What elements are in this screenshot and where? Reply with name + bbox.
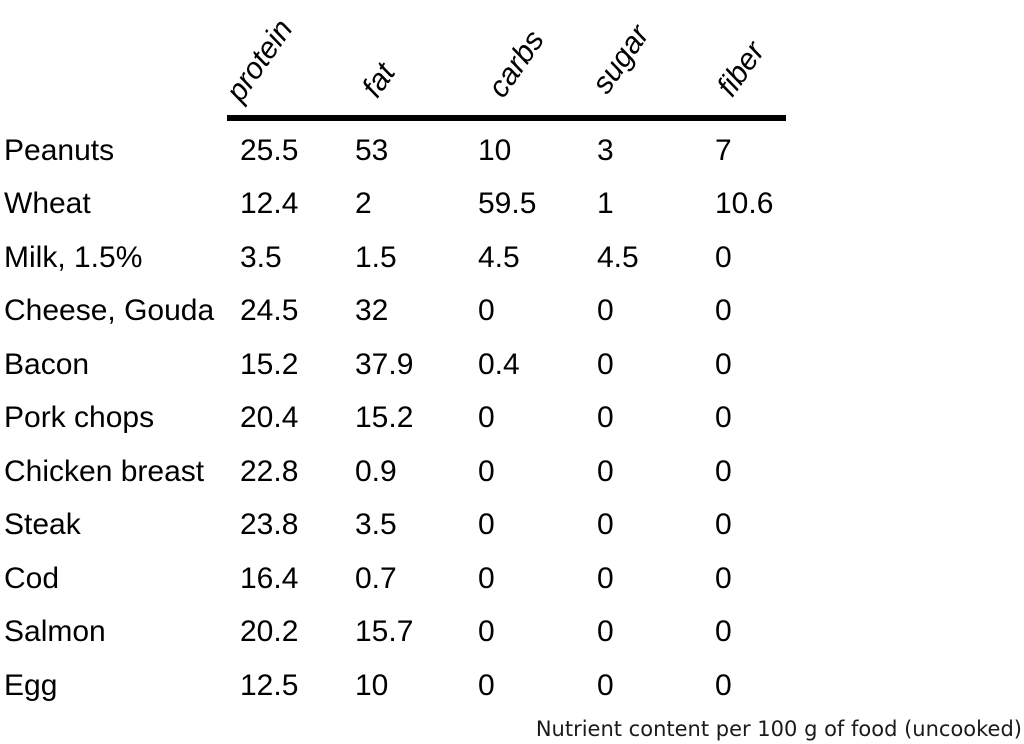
value-cell-fat: 1.5	[355, 240, 397, 274]
value-cell-carbs: 10	[478, 133, 512, 167]
value-cell-carbs: 0	[478, 401, 495, 435]
table-row: Chicken breast 22.8 0.9 0 0 0	[0, 445, 1024, 499]
value-cell-carbs: 0	[478, 454, 495, 488]
food-name-cell: Cheese, Gouda	[4, 294, 215, 328]
value-cell-carbs: 0	[478, 294, 495, 328]
value-cell-protein: 15.2	[240, 347, 299, 381]
table-row: Wheat 12.4 2 59.5 1 10.6	[0, 178, 1024, 232]
food-name-cell: Steak	[4, 508, 81, 542]
value-cell-fiber: 0	[715, 454, 732, 488]
table-row: Pork chops 20.4 15.2 0 0 0	[0, 392, 1024, 446]
value-cell-sugar: 0	[597, 454, 614, 488]
value-cell-fiber: 0	[715, 240, 732, 274]
table-row: Steak 23.8 3.5 0 0 0	[0, 499, 1024, 553]
value-cell-fiber: 7	[715, 133, 732, 167]
food-name-cell: Salmon	[4, 615, 106, 649]
value-cell-sugar: 0	[597, 668, 614, 702]
header-rule	[227, 115, 786, 121]
value-cell-sugar: 0	[597, 615, 614, 649]
value-cell-fat: 3.5	[355, 508, 397, 542]
value-cell-protein: 22.8	[240, 454, 299, 488]
value-cell-sugar: 3	[597, 133, 614, 167]
food-name-cell: Bacon	[4, 347, 90, 381]
table-row: Peanuts 25.5 53 10 3 7	[0, 124, 1024, 178]
value-cell-fiber: 0	[715, 668, 732, 702]
value-cell-fiber: 0	[715, 347, 732, 381]
value-cell-carbs: 4.5	[478, 240, 520, 274]
table-row: Cod 16.4 0.7 0 0 0	[0, 552, 1024, 606]
value-cell-sugar: 0	[597, 561, 614, 595]
value-cell-sugar: 4.5	[597, 240, 639, 274]
value-cell-fiber: 0	[715, 401, 732, 435]
food-name-cell: Chicken breast	[4, 454, 205, 488]
value-cell-fat: 32	[355, 294, 389, 328]
value-cell-fiber: 10.6	[715, 187, 774, 221]
value-cell-sugar: 0	[597, 347, 614, 381]
value-cell-carbs: 59.5	[478, 187, 537, 221]
column-header-fat: fat	[355, 57, 402, 104]
food-name-cell: Egg	[4, 668, 58, 702]
value-cell-fiber: 0	[715, 561, 732, 595]
value-cell-protein: 20.4	[240, 401, 299, 435]
table-row: Egg 12.5 10 0 0 0	[0, 659, 1024, 713]
value-cell-fiber: 0	[715, 615, 732, 649]
value-cell-carbs: 0	[478, 561, 495, 595]
value-cell-sugar: 0	[597, 294, 614, 328]
value-cell-protein: 12.5	[240, 668, 299, 702]
table-header: protein fat carbs sugar fiber	[0, 0, 1024, 121]
value-cell-carbs: 0	[478, 508, 495, 542]
table-body: Peanuts 25.5 53 10 3 7 Wheat 12.4 2 59.5…	[0, 124, 1024, 713]
food-name-cell: Pork chops	[4, 401, 155, 435]
value-cell-fat: 15.2	[355, 401, 414, 435]
value-cell-fat: 15.7	[355, 615, 414, 649]
food-name-cell: Milk, 1.5%	[4, 240, 143, 274]
table-row: Salmon 20.2 15.7 0 0 0	[0, 606, 1024, 660]
table-row: Milk, 1.5% 3.5 1.5 4.5 4.5 0	[0, 231, 1024, 285]
value-cell-sugar: 1	[597, 187, 614, 221]
table-caption: Nutrient content per 100 g of food (unco…	[535, 717, 1022, 741]
value-cell-protein: 24.5	[240, 294, 299, 328]
value-cell-protein: 3.5	[240, 240, 282, 274]
value-cell-protein: 20.2	[240, 615, 299, 649]
value-cell-carbs: 0.4	[478, 347, 520, 381]
column-header-fiber: fiber	[710, 35, 772, 103]
value-cell-protein: 16.4	[240, 561, 299, 595]
value-cell-fiber: 0	[715, 294, 732, 328]
value-cell-protein: 25.5	[240, 133, 299, 167]
value-cell-fat: 2	[355, 187, 372, 221]
food-name-cell: Cod	[4, 561, 60, 595]
value-cell-fiber: 0	[715, 508, 732, 542]
value-cell-carbs: 0	[478, 668, 495, 702]
table-row: Cheese, Gouda 24.5 32 0 0 0	[0, 285, 1024, 339]
value-cell-fat: 37.9	[355, 347, 414, 381]
column-header-carbs: carbs	[481, 24, 551, 104]
value-cell-sugar: 0	[597, 508, 614, 542]
value-cell-fat: 0.7	[355, 561, 397, 595]
column-header-protein: protein	[219, 13, 300, 108]
value-cell-carbs: 0	[478, 615, 495, 649]
value-cell-fat: 10	[355, 668, 389, 702]
food-name-cell: Peanuts	[4, 133, 115, 167]
food-name-cell: Wheat	[4, 187, 91, 221]
value-cell-sugar: 0	[597, 401, 614, 435]
value-cell-fat: 53	[355, 133, 389, 167]
column-header-sugar: sugar	[585, 19, 656, 100]
value-cell-fat: 0.9	[355, 454, 397, 488]
value-cell-protein: 12.4	[240, 187, 299, 221]
table-row: Bacon 15.2 37.9 0.4 0 0	[0, 338, 1024, 392]
value-cell-protein: 23.8	[240, 508, 299, 542]
